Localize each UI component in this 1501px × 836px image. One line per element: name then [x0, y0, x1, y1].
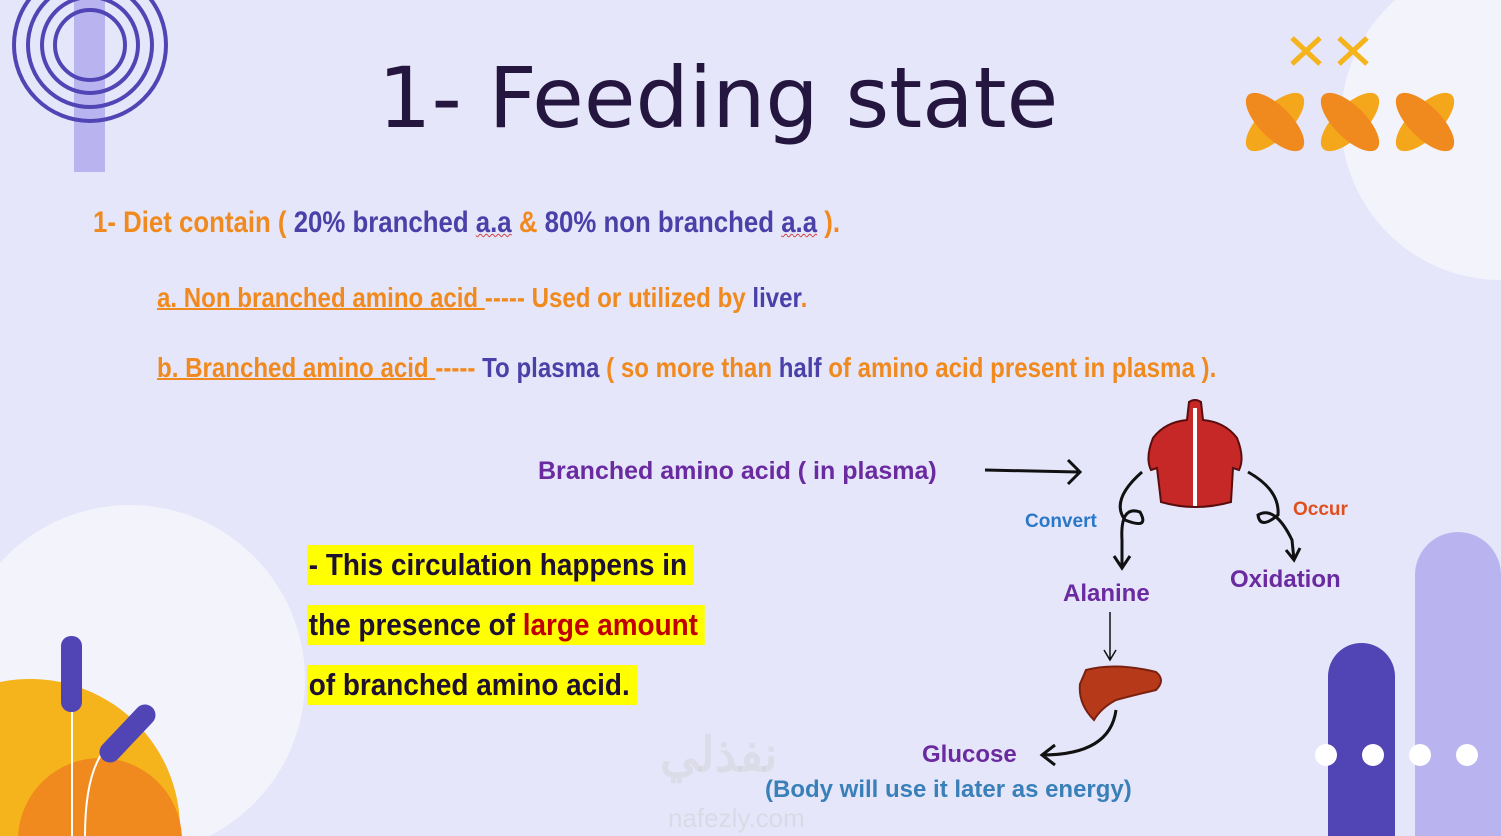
text-segment: a. Non branched amino acid	[157, 282, 485, 313]
non-branched-line: a. Non branched amino acid ----- Used or…	[157, 282, 807, 314]
decor-pill	[61, 636, 82, 712]
branched-line: b. Branched amino acid ----- To plasma (…	[157, 352, 1216, 384]
page-title: 1- Feeding state	[378, 49, 1059, 147]
decor-dots	[1315, 744, 1478, 766]
concentric-circles	[12, 0, 168, 123]
text-segment: -----	[435, 352, 483, 383]
text-segment: liver	[752, 282, 801, 313]
diagram-source-label: Branched amino acid ( in plasma)	[538, 457, 937, 485]
text-segment: ).	[817, 206, 841, 239]
convert-label: Convert	[1025, 511, 1097, 532]
decor-pill-light	[1415, 532, 1501, 836]
diagram-arrows	[984, 458, 1302, 767]
glucose-label: Glucose	[922, 741, 1017, 768]
text-segment: 20% branched	[293, 206, 476, 239]
text-segment: the presence of	[308, 607, 523, 642]
text-segment: half	[778, 352, 822, 383]
watermark-latin: nafezly.com	[668, 803, 805, 833]
text-segment: 80% non branched	[544, 206, 782, 239]
alanine-label: Alanine	[1063, 580, 1150, 607]
text-segment: ( so more than	[599, 352, 779, 383]
text-segment: ----- Used or utilized by	[484, 282, 753, 313]
occur-label: Occur	[1293, 499, 1348, 520]
text-segment: To plasma	[482, 352, 600, 383]
liver-icon	[1078, 665, 1162, 722]
text-segment: large amount	[522, 607, 698, 642]
decor-pill-dark	[1328, 642, 1395, 836]
oxidation-label: Oxidation	[1230, 566, 1341, 593]
x-marks	[1290, 36, 1369, 66]
text-segment: a.a	[781, 206, 818, 239]
text-segment: &	[511, 206, 545, 239]
decor-slash	[99, 704, 156, 763]
petal-pattern	[1245, 92, 1455, 152]
text-segment: of amino acid present in plasma ).	[821, 352, 1217, 383]
decor-orange-circle	[18, 758, 182, 836]
text-segment: a.a	[475, 206, 512, 239]
text-segment: 1- Diet contain (	[93, 206, 294, 239]
note-line-1: - This circulation happens in	[307, 545, 695, 585]
watermark-arabic: نفذلي	[660, 729, 778, 782]
muscle-torso-icon	[1147, 399, 1243, 508]
note-line-3: of branched amino acid.	[307, 665, 637, 705]
glucose-note: (Body will use it later as energy)	[765, 776, 1132, 803]
diet-line: 1- Diet contain ( 20% branched a.a & 80%…	[93, 206, 840, 240]
text-segment: .	[800, 282, 808, 313]
decor-bar	[74, 0, 105, 172]
text-segment: b. Branched amino acid	[157, 352, 436, 383]
note-line-2: the presence of large amount	[307, 605, 706, 645]
